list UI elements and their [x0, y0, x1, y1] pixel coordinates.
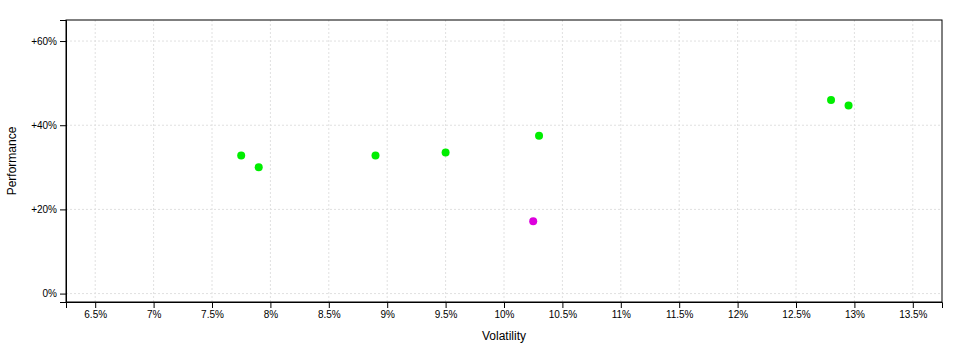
x-tick-label: 9.5%: [435, 309, 458, 320]
x-tick-label: 9%: [380, 309, 395, 320]
grid-line-y: [66, 41, 942, 42]
x-tick: 7%: [147, 302, 162, 320]
x-tick: 9%: [380, 302, 395, 320]
plot-frame: [66, 20, 942, 302]
grid-line-x: [504, 20, 505, 302]
y-tick-mark: [60, 41, 66, 42]
x-tick-label: 8.5%: [318, 309, 341, 320]
x-tick-label: 12%: [728, 309, 748, 320]
y-tick-mark: [60, 294, 66, 295]
x-axis-title: Volatility: [482, 329, 526, 343]
y-tick-label: +60%: [31, 36, 57, 47]
x-tick-label: 10.5%: [549, 309, 577, 320]
y-tick-label: +40%: [31, 120, 57, 131]
x-tick-label: 11%: [612, 309, 631, 320]
x-tick-label: 13%: [845, 309, 865, 320]
plot: 6.5% 7% 7.5% 8% 8.5% 9% 9.5% 10% 10.5% 11% 11.5% 12…: [31, 20, 942, 320]
x-tick: 11.5%: [666, 302, 694, 320]
x-tick-mark: [913, 302, 914, 308]
x-tick-label: 7.5%: [201, 309, 224, 320]
x-tick: 8.5%: [318, 302, 341, 320]
x-tick-mark: [854, 302, 855, 308]
x-tick-mark: [738, 302, 739, 308]
x-tick-mark: [504, 302, 505, 308]
x-tick: 8%: [264, 302, 279, 320]
x-tick-mark: [95, 302, 96, 308]
grid-line-x: [796, 20, 797, 302]
x-tick: 11%: [612, 302, 631, 320]
grid-line-x: [328, 20, 329, 302]
x-tick: 10%: [494, 302, 514, 320]
y-tick-mark: [60, 125, 66, 126]
grid-line-x: [212, 20, 213, 302]
x-tick-mark: [329, 302, 330, 308]
y-tick-label: 0%: [43, 288, 58, 299]
x-tick: 10.5%: [549, 302, 577, 320]
x-tick-mark: [796, 302, 797, 308]
grid-line-y: [66, 209, 942, 210]
grid-line-x: [445, 20, 446, 302]
x-tick-label: 11.5%: [666, 309, 694, 320]
x-axis: 6.5% 7% 7.5% 8% 8.5% 9% 9.5% 10% 10.5% 11% 11.5% 12…: [67, 302, 943, 320]
grid-line-x: [153, 20, 154, 302]
x-tick-mark: [446, 302, 447, 308]
grid-line-x: [387, 20, 388, 302]
grid-line-x: [270, 20, 271, 302]
y-axis: 0% +20% +40% +60%: [31, 21, 66, 303]
grid-line-y: [66, 125, 942, 126]
grid-line-y: [66, 293, 942, 294]
point: [372, 152, 380, 160]
x-tick-mark: [387, 302, 388, 308]
x-tick: 12.5%: [782, 302, 810, 320]
y-axis-line: [60, 21, 67, 303]
points: [237, 96, 852, 225]
x-axis-line: [67, 303, 943, 309]
grid-line-x: [912, 20, 913, 302]
x-tick-label: 6.5%: [84, 309, 107, 320]
y-tick: 0%: [43, 288, 66, 299]
grid-line-x: [737, 20, 738, 302]
x-tick: 9.5%: [435, 302, 458, 320]
x-tick-label: 12.5%: [782, 309, 810, 320]
point: [442, 149, 450, 157]
grid-line-x: [562, 20, 563, 302]
grid-line-x: [95, 20, 96, 302]
point: [237, 152, 245, 160]
x-tick-mark: [562, 302, 563, 308]
grid-line-x: [679, 20, 680, 302]
x-tick-label: 10%: [494, 309, 514, 320]
x-tick-mark: [621, 302, 622, 308]
x-tick: 6.5%: [84, 302, 107, 320]
chart: 6.5% 7% 7.5% 8% 8.5% 9% 9.5% 10% 10.5% 11% 11.5% 12…: [0, 0, 966, 350]
y-tick-label: +20%: [31, 204, 57, 215]
x-tick: 13%: [845, 302, 865, 320]
x-tick: 7.5%: [201, 302, 224, 320]
point: [529, 217, 537, 225]
x-tick: 12%: [728, 302, 748, 320]
y-tick: +60%: [31, 36, 66, 47]
grid: [66, 20, 942, 302]
x-tick: 13.5%: [899, 302, 927, 320]
series: [237, 96, 852, 171]
point: [827, 96, 835, 104]
x-tick-label: 7%: [147, 309, 162, 320]
x-tick-label: 8%: [264, 309, 279, 320]
y-axis-title: Performance: [5, 126, 19, 195]
y-tick: +40%: [31, 120, 66, 131]
point: [535, 132, 543, 140]
y-tick: +20%: [31, 204, 66, 215]
point: [845, 101, 853, 109]
grid-line-x: [854, 20, 855, 302]
x-tick-mark: [270, 302, 271, 308]
y-tick-mark: [60, 209, 66, 210]
x-tick-mark: [154, 302, 155, 308]
x-tick-mark: [212, 302, 213, 308]
point: [255, 163, 263, 171]
grid-line-x: [620, 20, 621, 302]
x-tick-label: 13.5%: [899, 309, 927, 320]
series: [529, 217, 537, 225]
x-tick-mark: [679, 302, 680, 308]
